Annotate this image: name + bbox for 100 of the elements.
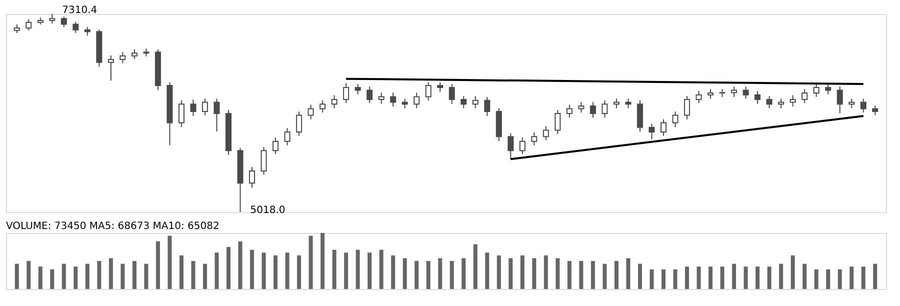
bar: [168, 236, 172, 289]
candlestick: [414, 92, 420, 109]
annotation: 7310.4: [62, 5, 98, 16]
bar: [391, 255, 396, 289]
bar: [744, 266, 748, 289]
candlestick: [472, 96, 478, 109]
bar: [202, 264, 207, 289]
bar: [485, 252, 490, 289]
candlestick: [320, 100, 326, 113]
candlestick: [331, 94, 338, 109]
bar: [496, 255, 501, 289]
candlestick: [660, 118, 666, 136]
bar: [414, 261, 419, 289]
candlestick: [366, 86, 373, 104]
candlestick: [354, 83, 361, 95]
candlestick: [448, 83, 455, 104]
candlestick: [802, 88, 808, 104]
candlestick: [60, 16, 67, 28]
bar: [297, 255, 302, 289]
candlestick: [131, 48, 138, 60]
bar: [626, 258, 630, 289]
bar: [685, 266, 690, 289]
candlestick: [484, 96, 490, 116]
candlestick: [636, 100, 643, 132]
bar: [650, 269, 654, 289]
candlestick: [754, 90, 761, 104]
bar: [850, 266, 854, 289]
bar: [238, 241, 242, 289]
candlestick: [508, 132, 514, 160]
candlestick: [402, 98, 408, 109]
bar: [62, 264, 66, 289]
candlestick: [260, 146, 267, 176]
bar: [191, 261, 196, 289]
candlestick: [742, 86, 749, 100]
candlestick: [519, 137, 526, 154]
candlestick: [813, 83, 820, 98]
candlestick: [120, 52, 126, 64]
bar: [368, 252, 372, 289]
bar: [590, 261, 595, 289]
candlestick: [272, 137, 279, 154]
candlestick: [296, 111, 302, 136]
bar: [790, 255, 795, 289]
candlestick: [390, 92, 396, 107]
bar: [814, 269, 818, 289]
bar: [556, 258, 560, 289]
candlestick: [696, 90, 702, 104]
bar: [379, 250, 384, 289]
bar: [462, 258, 466, 289]
candlestick: [214, 98, 220, 132]
bar: [508, 258, 513, 289]
candlestick: [566, 104, 572, 118]
bar: [802, 264, 807, 289]
bar: [614, 261, 618, 289]
candlestick: [308, 104, 314, 120]
candlestick: [625, 98, 632, 109]
bar: [732, 264, 736, 289]
bar: [344, 252, 348, 289]
bar: [156, 241, 160, 289]
bar: [708, 266, 713, 289]
bar: [696, 266, 701, 289]
candlestick: [425, 82, 432, 101]
candlestick: [848, 98, 855, 109]
bar: [132, 261, 136, 289]
candlestick: [249, 166, 256, 188]
candlestick: [731, 86, 738, 98]
bar: [308, 236, 313, 289]
bar: [450, 261, 454, 289]
bar: [214, 252, 219, 289]
bar: [638, 264, 642, 289]
bar: [826, 269, 830, 289]
candlestick: [460, 96, 467, 109]
bar: [544, 255, 548, 289]
candlestick: [766, 96, 772, 109]
bar: [85, 264, 90, 289]
candlestick: [108, 54, 114, 82]
candlestick: [613, 98, 620, 109]
bar: [438, 258, 442, 289]
bar: [426, 261, 430, 289]
candlestick: [49, 14, 56, 24]
bar: [50, 269, 54, 289]
bar: [838, 269, 842, 289]
bar: [179, 255, 184, 289]
bar: [262, 252, 266, 289]
candlestick: [190, 99, 196, 116]
candlestick: [542, 126, 549, 141]
bar: [673, 269, 678, 289]
bar: [720, 266, 724, 289]
bar: [779, 264, 784, 289]
bar: [332, 250, 336, 289]
bar: [767, 266, 772, 289]
candlestick: [178, 100, 184, 128]
candlestick: [531, 132, 538, 146]
bar: [97, 261, 102, 289]
candlestick: [825, 83, 832, 95]
bar: [274, 255, 278, 289]
candlestick: [684, 96, 690, 120]
bar: [320, 233, 325, 289]
candlestick: [437, 82, 444, 92]
bar: [285, 252, 290, 289]
bar: [402, 258, 407, 289]
